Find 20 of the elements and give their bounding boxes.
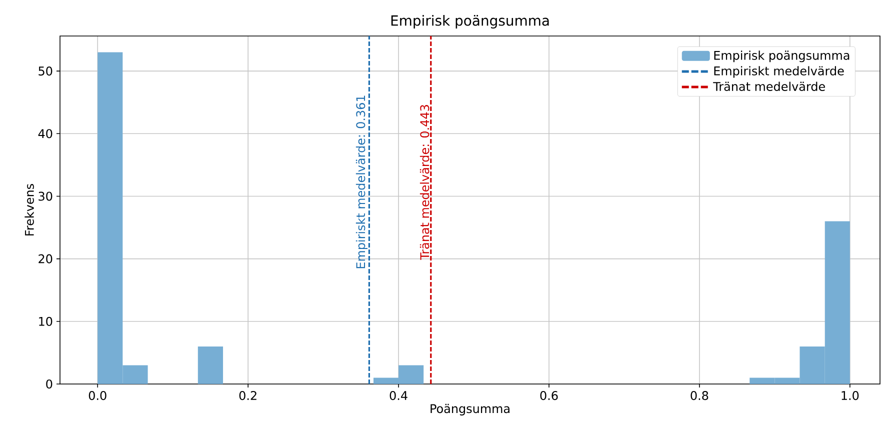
x-tick-label: 1.0 <box>842 391 859 400</box>
legend-label: Empirisk poängsumma <box>714 50 850 62</box>
y-tick-label: 40 <box>38 129 52 138</box>
x-tick-label: 0.8 <box>690 391 708 400</box>
x-tick-label: 0.2 <box>239 391 256 400</box>
y-tick-label: 30 <box>38 192 52 201</box>
y-axis-title: Frekvens <box>24 184 34 236</box>
x-tick-label: 0.6 <box>540 391 558 400</box>
chart-title: Empirisk poängsumma <box>391 15 549 28</box>
y-tick-label: 10 <box>39 316 52 326</box>
ref-line-label: Empiriskt medelvärde: 0.361 <box>356 96 368 268</box>
y-tick-label: 20 <box>38 254 52 264</box>
x-tick-label: 0.0 <box>88 391 106 400</box>
ref-line-label: Tränat medelvärde: 0.443 <box>420 105 430 260</box>
x-tick-label: 0.4 <box>390 391 408 400</box>
x-axis-title: Poängsumma <box>430 404 510 416</box>
y-tick-label: 50 <box>38 66 52 76</box>
annotation: Empiriskt medelvärde <box>714 66 844 78</box>
annotation: Tränat medelvärde <box>713 82 825 91</box>
y-tick-label: 0 <box>46 379 52 389</box>
